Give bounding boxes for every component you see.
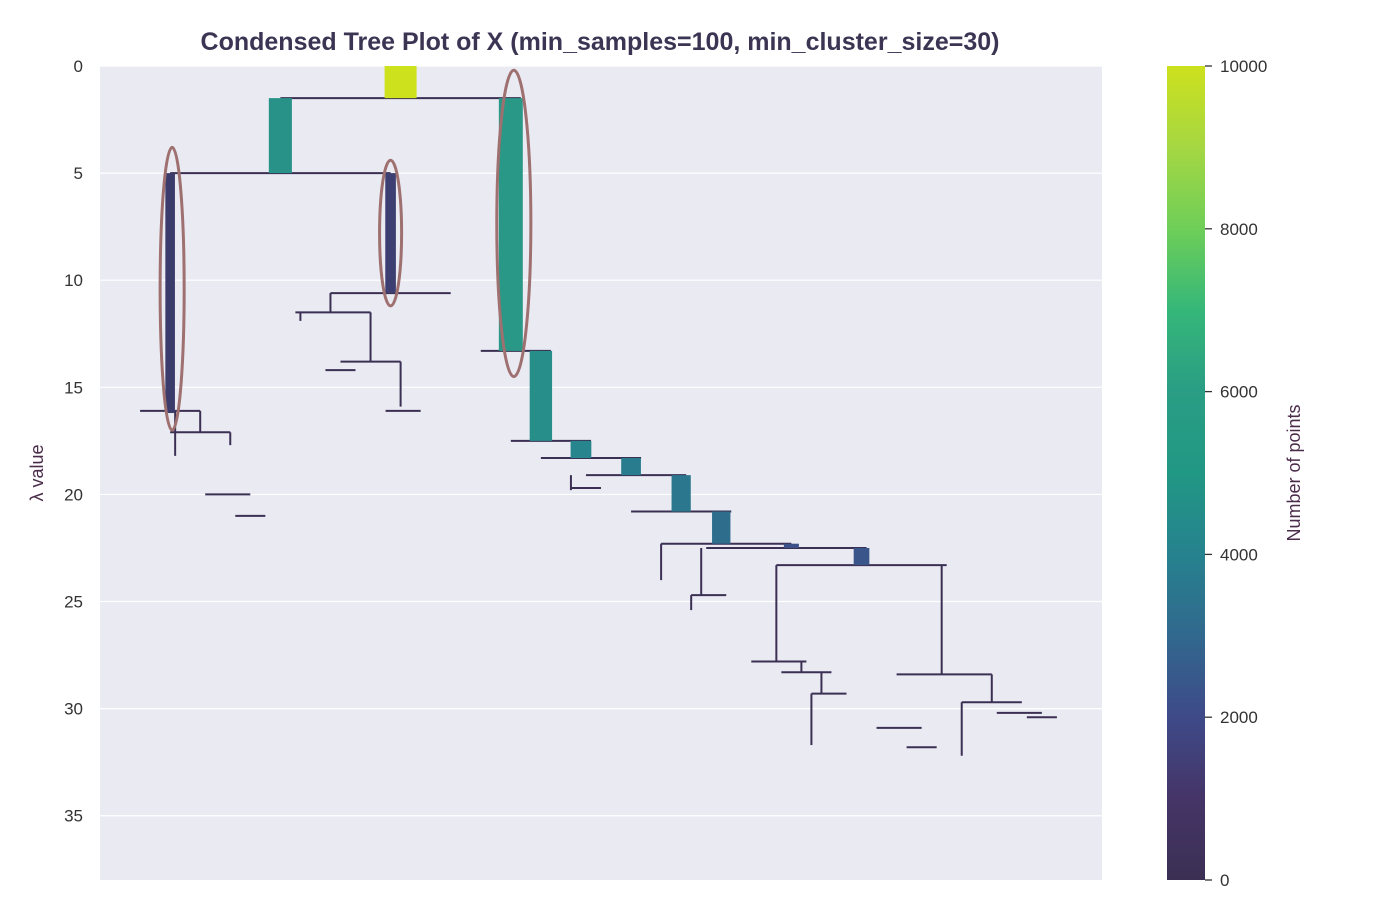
colorbar <box>1167 66 1205 880</box>
cluster-branch <box>783 543 799 548</box>
cluster-branch <box>165 173 175 414</box>
cluster-branch <box>570 440 592 459</box>
y-tick-label: 25 <box>64 593 83 612</box>
colorbar-tick-label: 2000 <box>1220 708 1258 727</box>
colorbar-label: Number of points <box>1284 404 1304 541</box>
y-tick-label: 10 <box>64 271 83 290</box>
y-tick-label: 0 <box>74 57 83 76</box>
y-axis-label: λ value <box>27 444 47 501</box>
y-tick-label: 35 <box>64 807 83 826</box>
colorbar-ticks: 0 2000 4000 6000 8000 10000 <box>1205 57 1267 890</box>
y-axis-ticks: 0 5 10 15 20 25 30 35 <box>64 57 83 826</box>
y-tick-label: 5 <box>74 164 83 183</box>
colorbar-tick-label: 8000 <box>1220 220 1258 239</box>
cluster-branch <box>853 547 870 566</box>
plot-background <box>100 66 1102 880</box>
selected-cluster-highlights <box>158 68 533 432</box>
y-tick-label: 15 <box>64 378 83 397</box>
cluster-branch <box>621 458 641 476</box>
chart-title: Condensed Tree Plot of X (min_samples=10… <box>200 28 1000 56</box>
colorbar-tick-label: 4000 <box>1220 545 1258 564</box>
colorbar-tick-label: 0 <box>1220 871 1229 890</box>
cluster-branch <box>712 511 731 544</box>
colorbar-tick-label: 10000 <box>1220 57 1267 76</box>
cluster-branch <box>385 173 396 294</box>
cluster-branch <box>498 98 523 351</box>
selected-cluster-ellipse <box>158 145 186 432</box>
selected-cluster-ellipse <box>378 158 404 308</box>
cluster-branch <box>268 98 292 174</box>
cluster-branch <box>384 66 417 99</box>
tree-branches <box>140 66 1057 756</box>
cluster-branch <box>671 475 691 512</box>
y-tick-label: 20 <box>64 485 83 504</box>
colorbar-tick-label: 6000 <box>1220 383 1258 402</box>
cluster-branch <box>529 350 553 441</box>
y-tick-label: 30 <box>64 700 83 719</box>
selected-cluster-ellipse <box>495 68 533 379</box>
